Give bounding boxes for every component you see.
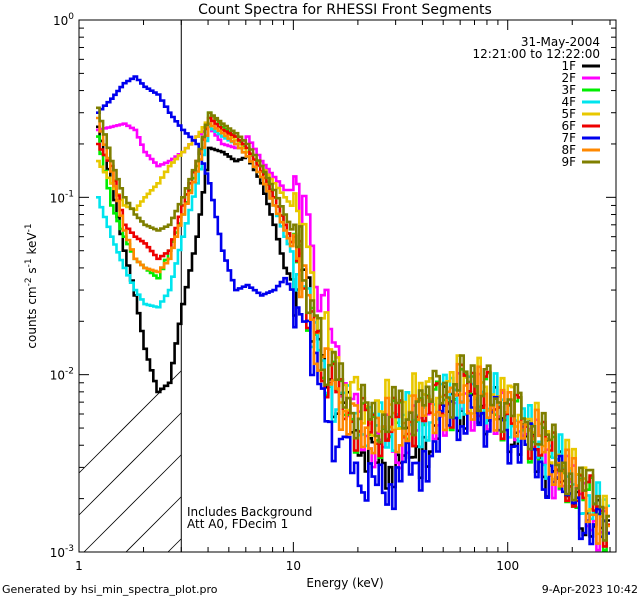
legend-label-5F: 5F bbox=[561, 107, 576, 121]
series-line-8F bbox=[96, 116, 610, 545]
series-line-9F bbox=[96, 106, 610, 542]
legend-label-4F: 4F bbox=[561, 95, 576, 109]
annotation-attenuator: Att A0, FDecim 1 bbox=[187, 517, 288, 531]
time-range: 12:21:00 to 12:22:00 bbox=[473, 47, 600, 61]
hatch-line bbox=[125, 496, 182, 553]
series-line-3F bbox=[96, 111, 610, 552]
x-tick-label: 10 bbox=[286, 559, 301, 573]
generation-timestamp: 9-Apr-2023 10:42 bbox=[541, 583, 638, 596]
x-tick-label: 1 bbox=[75, 559, 83, 573]
plot-frame bbox=[78, 19, 617, 553]
y-tick-label: 10-2 bbox=[50, 367, 74, 383]
series-layer bbox=[96, 75, 610, 552]
generated-by-note: Generated by hsi_min_spectra_plot.pro bbox=[2, 583, 218, 596]
y-axis-label: counts cm-2 s-1 keV-1 bbox=[24, 223, 39, 348]
x-tick-label: 100 bbox=[496, 559, 519, 573]
legend-label-7F: 7F bbox=[561, 131, 576, 145]
hatch-line bbox=[78, 412, 182, 516]
series-line-1F bbox=[96, 125, 610, 538]
y-tick-label: 10-1 bbox=[50, 189, 74, 205]
y-tick-label: 100 bbox=[53, 12, 74, 28]
legend-label-3F: 3F bbox=[561, 83, 576, 97]
series-line-6F bbox=[96, 116, 610, 548]
chart-title: Count Spectra for RHESSI Front Segments bbox=[198, 2, 492, 18]
legend-label-9F: 9F bbox=[561, 155, 576, 169]
legend-label-1F: 1F bbox=[561, 59, 576, 73]
series-line-4F bbox=[96, 125, 610, 521]
hatch-line bbox=[167, 538, 182, 553]
axes: 1 10 100 100 10-1 10-2 10-3 bbox=[50, 12, 616, 573]
x-axis-label: Energy (keV) bbox=[306, 576, 383, 590]
hatch-line bbox=[83, 454, 182, 553]
legend-label-6F: 6F bbox=[561, 119, 576, 133]
background-hatch-region bbox=[78, 20, 182, 553]
series-line-2F bbox=[96, 122, 610, 552]
legend-label-2F: 2F bbox=[561, 71, 576, 85]
annotation-background: Includes Background bbox=[187, 505, 312, 519]
y-tick-label: 10-3 bbox=[50, 544, 74, 560]
observation-date: 31-May-2004 bbox=[521, 35, 600, 49]
legend-label-8F: 8F bbox=[561, 143, 576, 157]
series-line-7F bbox=[96, 75, 610, 546]
